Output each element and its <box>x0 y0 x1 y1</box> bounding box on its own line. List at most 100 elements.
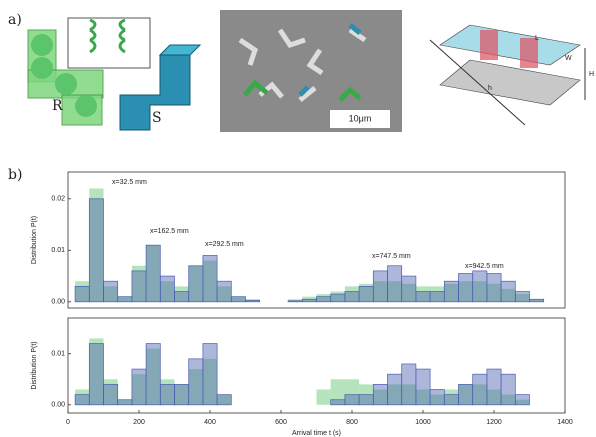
histogram-bar <box>216 280 232 303</box>
channel-label: W <box>565 55 572 62</box>
histogram-bar <box>202 260 218 302</box>
y-tick-label: 0.00 <box>51 402 65 409</box>
histogram-bar <box>174 291 190 303</box>
histogram-bar <box>344 286 360 302</box>
histogram-bar <box>330 291 345 302</box>
histogram-bar <box>159 275 175 303</box>
histogram-bar <box>458 273 474 303</box>
r-shape <box>27 29 104 126</box>
histogram-bar <box>160 281 175 302</box>
histogram-bar <box>245 299 261 303</box>
s-shape <box>119 54 191 131</box>
histogram-bar <box>344 394 360 406</box>
histogram-bar <box>430 394 445 405</box>
x-tick-label: 400 <box>204 419 216 426</box>
histogram-bar <box>373 281 388 302</box>
histogram-bar <box>330 399 346 406</box>
shape-label: R <box>52 98 63 114</box>
histogram-bar <box>330 293 346 303</box>
histogram-bar <box>217 286 232 302</box>
histogram-bar <box>415 291 431 303</box>
plot-frame <box>67 317 566 414</box>
histogram-bar <box>387 373 403 406</box>
histogram-bar <box>472 373 488 406</box>
histogram-bar <box>188 265 203 302</box>
channel-diagram <box>429 24 586 126</box>
histogram-bar <box>145 343 161 406</box>
histogram-bar <box>131 265 147 302</box>
plot-frame <box>67 171 566 309</box>
histogram-bar <box>444 283 459 302</box>
histogram-bar <box>514 291 530 303</box>
x-tick-label: 800 <box>346 419 358 426</box>
scale-bar: 10μm <box>349 113 372 123</box>
channel-label: L <box>535 35 539 42</box>
x-tick-label: 1200 <box>486 419 502 426</box>
histogram-bar <box>501 288 516 302</box>
histogram-bar <box>117 296 133 303</box>
channel-label: H <box>589 71 594 78</box>
histogram-bar <box>146 245 161 302</box>
histogram-bar <box>486 389 502 405</box>
histogram-bar <box>501 394 516 405</box>
panel-label: b) <box>8 167 22 183</box>
histogram-bar <box>415 389 431 405</box>
histogram-bar <box>500 280 516 303</box>
histogram-bar <box>330 379 345 405</box>
histogram-bar <box>159 384 175 406</box>
histogram-bar <box>88 343 104 406</box>
histogram-bar <box>372 384 388 406</box>
histogram-bar <box>515 294 530 302</box>
histogram-bar <box>117 399 133 406</box>
histogram-bar <box>89 188 104 302</box>
histogram-bar <box>359 283 374 302</box>
histogram-bar <box>88 198 104 303</box>
histogram-bar <box>174 384 189 405</box>
histogram-bar <box>443 394 459 406</box>
histogram-bar <box>472 270 488 303</box>
histogram-bar <box>515 399 530 405</box>
histogram-bar <box>401 363 417 406</box>
inset-box <box>67 17 151 69</box>
histogram-bar <box>415 368 431 406</box>
histogram-bar <box>131 270 147 303</box>
histogram-bar <box>202 255 218 303</box>
histogram-bar <box>429 389 445 406</box>
histogram-bar <box>103 286 118 302</box>
histogram-bar <box>358 394 374 406</box>
histogram-bar <box>103 280 119 303</box>
s-shape-top <box>158 44 202 56</box>
histogram-bar <box>444 389 459 405</box>
histogram-bar <box>89 338 104 405</box>
histogram-bar <box>472 384 487 405</box>
y-tick-label: 0.01 <box>51 351 65 358</box>
histogram-bar <box>287 300 303 303</box>
histogram-bar <box>387 281 402 302</box>
y-tick-label: 0.02 <box>51 196 65 203</box>
histogram-bar <box>316 389 331 405</box>
histogram-bar <box>188 369 203 405</box>
histogram-bar <box>216 394 232 406</box>
histogram-bar <box>174 384 190 406</box>
histogram-bar <box>117 399 132 405</box>
annotation: x=292.5 mm <box>205 241 244 248</box>
histogram-bar <box>372 270 388 303</box>
histogram-bar <box>103 379 118 405</box>
histogram-bar <box>500 373 516 406</box>
histogram-bar <box>231 296 246 302</box>
histogram-bar <box>316 294 331 302</box>
histogram-bar <box>486 283 502 302</box>
histogram-bar <box>131 368 147 406</box>
x-tick-label: 1400 <box>557 419 573 426</box>
histogram-bar <box>202 358 218 405</box>
x-tick-label: 200 <box>133 419 145 426</box>
histogram-bar <box>486 368 502 406</box>
histogram-bar <box>472 281 487 302</box>
histogram-bar <box>430 286 445 302</box>
histogram-bar <box>344 291 360 303</box>
x-tick-label: 600 <box>275 419 287 426</box>
histogram-bar <box>358 286 374 303</box>
histogram-bar <box>103 384 119 406</box>
histogram-bar <box>401 283 416 302</box>
